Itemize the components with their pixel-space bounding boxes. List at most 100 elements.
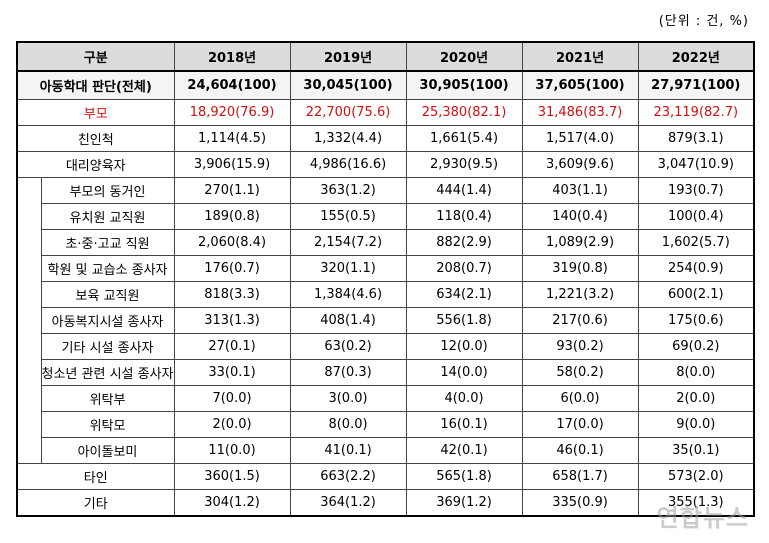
cell-value: 1,114(4.5): [173, 125, 291, 152]
cell-value: 22,700(75.6): [289, 99, 407, 126]
table-row-caregiver-sub: 위탁모 2(0.0) 8(0.0) 16(0.1) 17(0.0) 9(0.0): [17, 411, 755, 438]
cell-value: 87(0.3): [289, 359, 407, 386]
cell-value: 360(1.5): [173, 463, 291, 490]
indent-spacer: [17, 203, 42, 230]
header-category: 구분: [16, 41, 175, 72]
cell-value: 100(0.4): [637, 203, 755, 230]
cell-value: 208(0.7): [405, 255, 523, 282]
cell-value: 17(0.0): [521, 411, 639, 438]
row-label: 대리양육자: [16, 151, 175, 178]
row-label: 아동복지시설 종사자: [40, 307, 175, 334]
cell-value: 663(2.2): [289, 463, 407, 490]
cell-value: 882(2.9): [405, 229, 523, 256]
cell-value: 319(0.8): [521, 255, 639, 282]
cell-value: 363(1.2): [289, 177, 407, 204]
indent-spacer: [17, 255, 42, 282]
header-row: 구분 2018년 2019년 2020년 2021년 2022년: [16, 41, 755, 72]
cell-value: 444(1.4): [405, 177, 523, 204]
cell-value: 2,060(8.4): [173, 229, 291, 256]
cell-value: 364(1.2): [289, 489, 407, 517]
cell-value: 7(0.0): [173, 385, 291, 412]
cell-value: 8(0.0): [637, 359, 755, 386]
unit-note: (단위 : 건, %): [658, 14, 749, 29]
table-row-caregiver-sub: 유치원 교직원 189(0.8) 155(0.5) 118(0.4) 140(0.4) 1…: [17, 203, 755, 230]
row-label: 청소년 관련 시설 종사자: [40, 359, 175, 386]
cell-value: 63(0.2): [289, 333, 407, 360]
row-label: 유치원 교직원: [40, 203, 175, 230]
cell-value: 24,604(100): [173, 70, 291, 100]
watermark-logo: 연합뉴스: [656, 504, 749, 532]
cell-value: 313(1.3): [173, 307, 291, 334]
cell-value: 69(0.2): [637, 333, 755, 360]
cell-value: 3,047(10.9): [637, 151, 755, 178]
cell-value: 93(0.2): [521, 333, 639, 360]
cell-value: 1,384(4.6): [289, 281, 407, 308]
row-label: 학원 및 교습소 종사자: [40, 255, 175, 282]
cell-value: 33(0.1): [173, 359, 291, 386]
cell-value: 6(0.0): [521, 385, 639, 412]
indent-spacer: [17, 437, 42, 464]
cell-value: 403(1.1): [521, 177, 639, 204]
header-2020: 2020년: [405, 41, 523, 72]
table-row-caregiver-sub: 기타 시설 종사자 27(0.1) 63(0.2) 12(0.0) 93(0.2) 69(…: [17, 333, 755, 360]
indent-spacer: [17, 177, 42, 204]
cell-value: 304(1.2): [173, 489, 291, 517]
cell-value: 3(0.0): [289, 385, 407, 412]
cell-value: 4(0.0): [405, 385, 523, 412]
cell-value: 2(0.0): [637, 385, 755, 412]
cell-value: 12(0.0): [405, 333, 523, 360]
abuse-statistics-table: 구분 2018년 2019년 2020년 2021년 2022년 아동학대 판단…: [16, 41, 756, 517]
cell-value: 270(1.1): [173, 177, 291, 204]
cell-value: 189(0.8): [173, 203, 291, 230]
cell-value: 658(1.7): [521, 463, 639, 490]
cell-value: 634(2.1): [405, 281, 523, 308]
cell-value: 193(0.7): [637, 177, 755, 204]
cell-value: 573(2.0): [637, 463, 755, 490]
table-row-caregiver-sub: 위탁부 7(0.0) 3(0.0) 4(0.0) 6(0.0) 2(0.0): [17, 385, 755, 412]
cell-value: 16(0.1): [405, 411, 523, 438]
table-row-caregiver-sub: 학원 및 교습소 종사자 176(0.7) 320(1.1) 208(0.7) 319(…: [17, 255, 755, 282]
row-label: 타인: [16, 463, 175, 490]
indent-spacer: [17, 229, 42, 256]
header-2018: 2018년: [173, 41, 291, 72]
indent-spacer: [17, 307, 42, 334]
cell-value: 35(0.1): [637, 437, 755, 464]
cell-value: 3,906(15.9): [173, 151, 291, 178]
cell-value: 37,605(100): [521, 70, 639, 100]
row-label: 초·중·고교 직원: [40, 229, 175, 256]
row-label: 위탁모: [40, 411, 175, 438]
header-2022: 2022년: [637, 41, 755, 72]
cell-value: 46(0.1): [521, 437, 639, 464]
indent-spacer: [17, 385, 42, 412]
cell-value: 30,045(100): [289, 70, 407, 100]
cell-value: 42(0.1): [405, 437, 523, 464]
header-2019: 2019년: [289, 41, 407, 72]
cell-value: 27(0.1): [173, 333, 291, 360]
cell-value: 2,154(7.2): [289, 229, 407, 256]
cell-value: 565(1.8): [405, 463, 523, 490]
table-row-stranger: 타인 360(1.5) 663(2.2) 565(1.8) 658(1.7) 573(2.…: [16, 463, 755, 490]
table-row-caregiver-sub: 보육 교직원 818(3.3) 1,384(4.6) 634(2.1) 1,221(3.…: [17, 281, 755, 308]
table-row-caregiver-sub: 청소년 관련 시설 종사자 33(0.1) 87(0.3) 14(0.0) 58(0.2…: [17, 359, 755, 386]
cell-value: 18,920(76.9): [173, 99, 291, 126]
cell-value: 1,332(4.4): [289, 125, 407, 152]
cell-value: 335(0.9): [521, 489, 639, 517]
row-label: 기타 시설 종사자: [40, 333, 175, 360]
cell-value: 818(3.3): [173, 281, 291, 308]
table-row-caregiver-sub: 아동복지시설 종사자 313(1.3) 408(1.4) 556(1.8) 217(0.…: [17, 307, 755, 334]
cell-value: 118(0.4): [405, 203, 523, 230]
cell-value: 4,986(16.6): [289, 151, 407, 178]
cell-value: 175(0.6): [637, 307, 755, 334]
cell-value: 600(2.1): [637, 281, 755, 308]
table-row-relative: 친인척 1,114(4.5) 1,332(4.4) 1,661(5.4) 1,517(4…: [16, 125, 755, 152]
cell-value: 11(0.0): [173, 437, 291, 464]
cell-value: 140(0.4): [521, 203, 639, 230]
cell-value: 2(0.0): [173, 411, 291, 438]
table-row-caregiver-sub: 아이돌보미 11(0.0) 41(0.1) 42(0.1) 46(0.1) 35(0.1): [17, 437, 755, 464]
cell-value: 355(1.3): [637, 489, 755, 517]
cell-value: 369(1.2): [405, 489, 523, 517]
indent-spacer: [17, 333, 42, 360]
table-row-parent: 부모 18,920(76.9) 22,700(75.6) 25,380(82.1) 31…: [16, 99, 755, 126]
cell-value: 217(0.6): [521, 307, 639, 334]
cell-value: 1,661(5.4): [405, 125, 523, 152]
